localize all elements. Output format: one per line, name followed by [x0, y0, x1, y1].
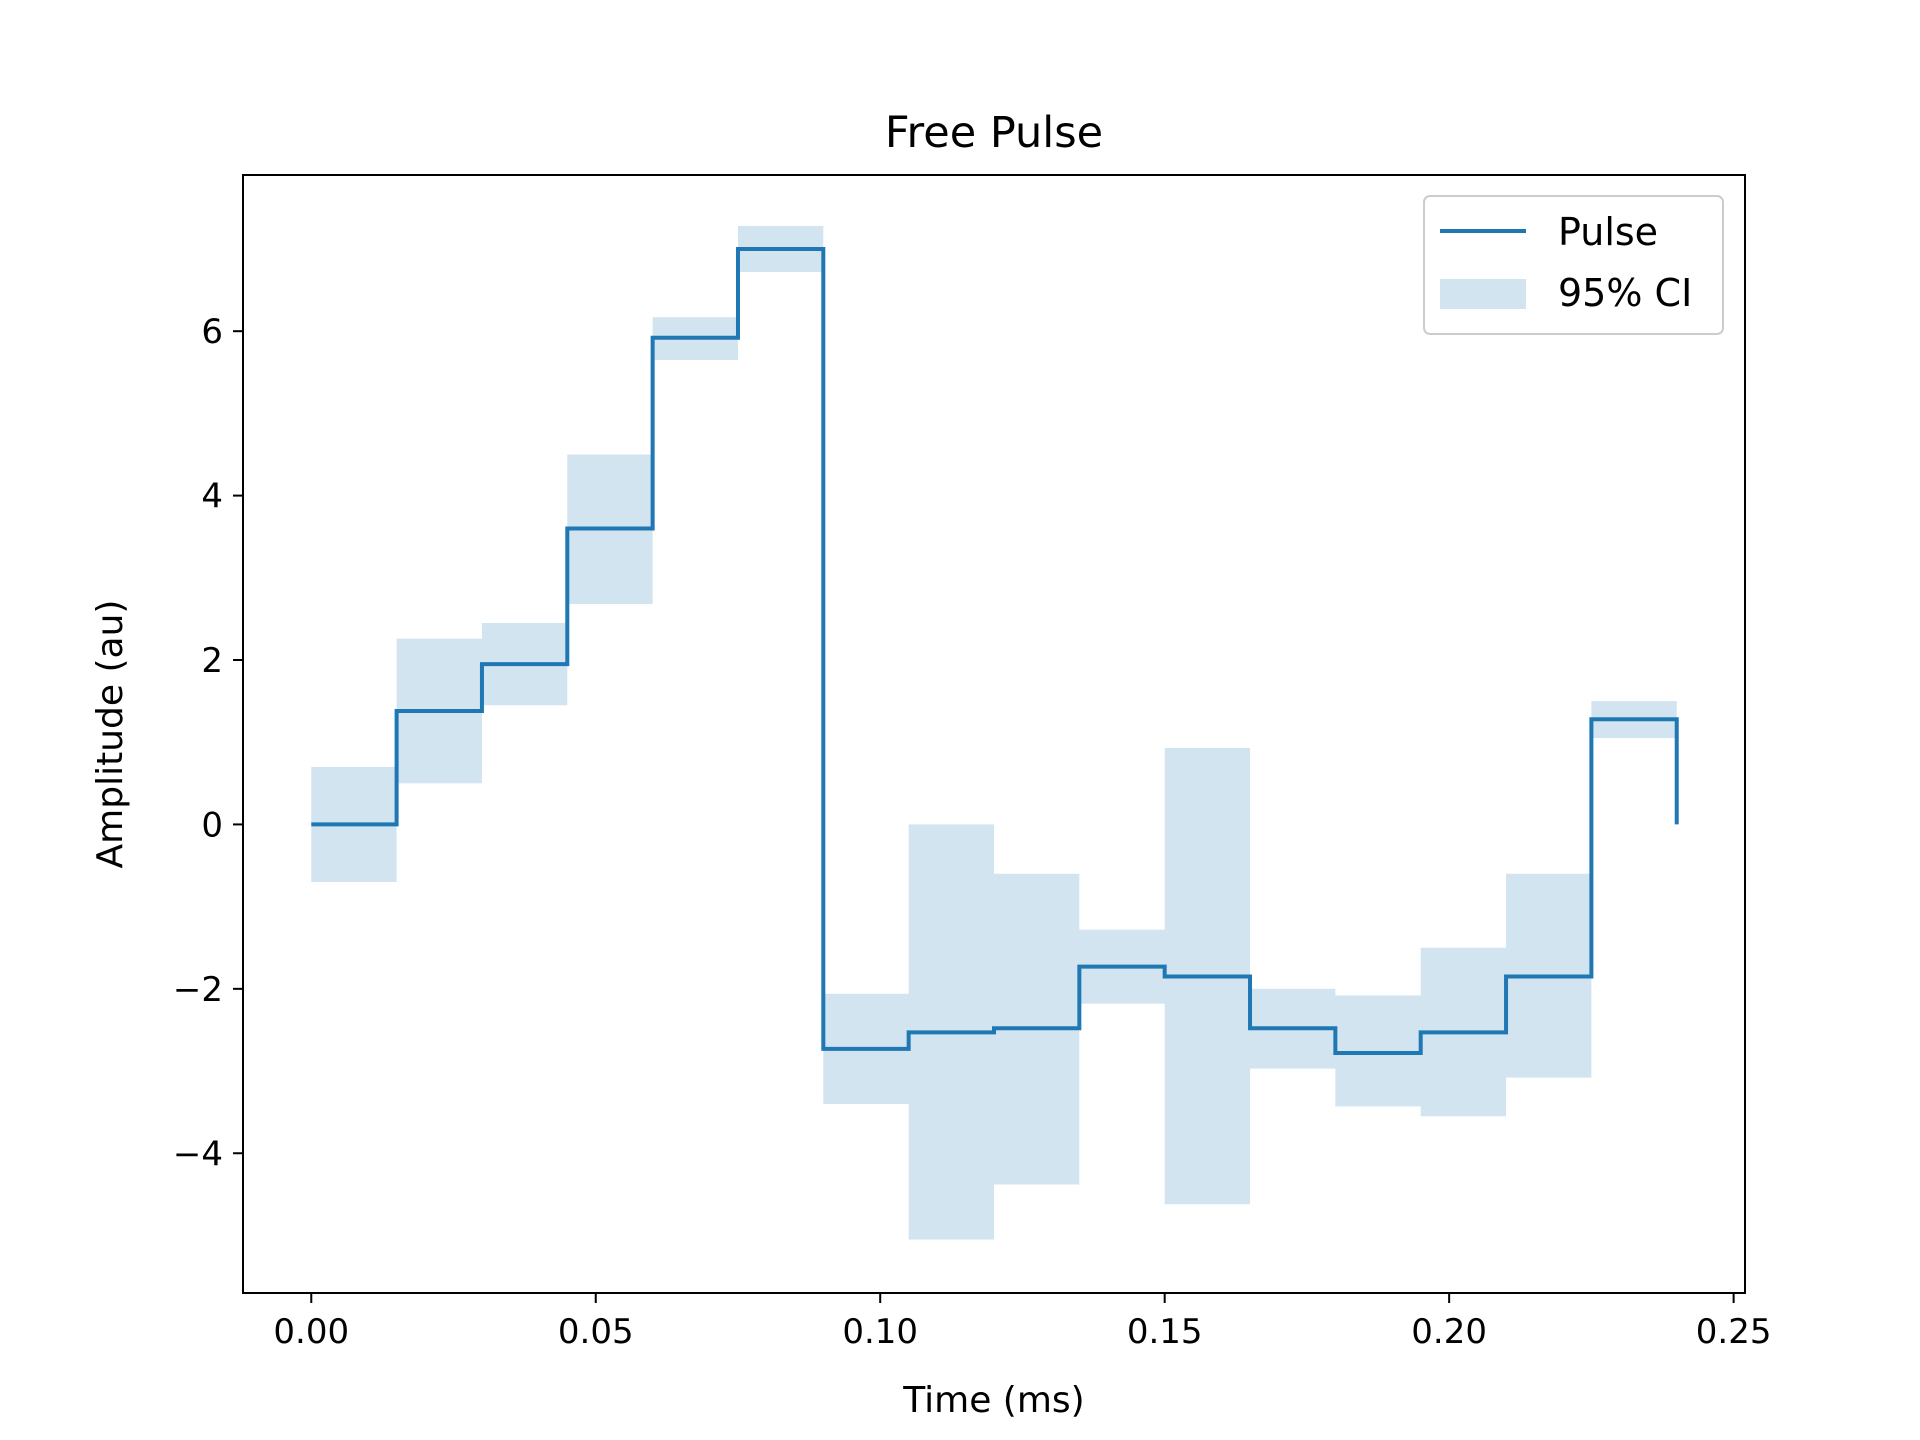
chart-title: Free Pulse	[885, 108, 1103, 158]
pulse-line	[311, 246, 1679, 1055]
x-tick-label: 0.25	[1696, 1312, 1772, 1352]
x-axis-label: Time (ms)	[902, 1380, 1084, 1421]
x-tick-label: 0.20	[1411, 1312, 1487, 1352]
y-tick-label: −2	[173, 970, 223, 1010]
y-tick-label: 0	[201, 805, 223, 845]
y-axis-label: Amplitude (au)	[90, 600, 131, 869]
ci-segment	[1335, 995, 1421, 1107]
legend-ci-swatch	[1440, 279, 1526, 309]
legend-pulse-label: Pulse	[1558, 210, 1658, 254]
x-axis-ticks: 0.00 0.05 0.10 0.15 0.20 0.25	[273, 1293, 1771, 1352]
y-axis-ticks: −4 −2 0 2 4 6	[173, 312, 243, 1174]
legend: Pulse 95% CI	[1423, 195, 1724, 335]
plot-frame	[242, 174, 1746, 1294]
x-tick-label: 0.15	[1127, 1312, 1203, 1352]
pulse-series	[311, 246, 1679, 1055]
x-tick-label: 0.00	[273, 1312, 349, 1352]
x-tick-label: 0.05	[558, 1312, 634, 1352]
y-tick-label: −4	[173, 1134, 223, 1174]
y-tick-label: 2	[201, 641, 223, 681]
y-tick-label: 6	[201, 312, 223, 352]
legend-ci-label: 95% CI	[1558, 271, 1692, 315]
x-tick-label: 0.10	[842, 1312, 918, 1352]
y-tick-label: 4	[201, 477, 223, 517]
